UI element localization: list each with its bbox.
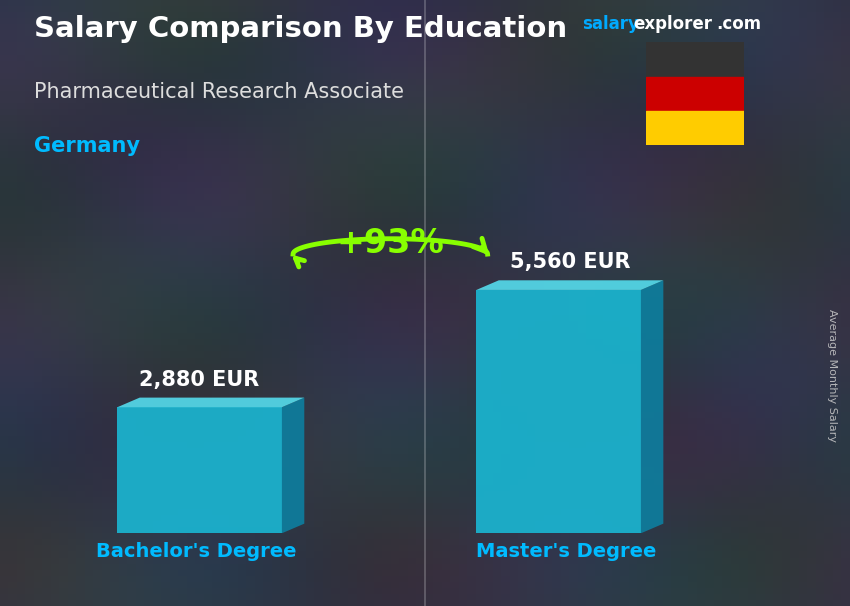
Text: .com: .com: [717, 15, 762, 33]
Text: explorer: explorer: [633, 15, 712, 33]
Polygon shape: [476, 290, 641, 533]
Text: Salary Comparison By Education: Salary Comparison By Education: [34, 15, 567, 43]
Text: +93%: +93%: [337, 227, 445, 259]
Text: salary: salary: [582, 15, 639, 33]
Text: 5,560 EUR: 5,560 EUR: [510, 253, 630, 273]
Bar: [646, 111, 744, 145]
Polygon shape: [282, 398, 304, 533]
Text: Average Monthly Salary: Average Monthly Salary: [827, 309, 837, 442]
Text: Bachelor's Degree: Bachelor's Degree: [95, 542, 296, 561]
Text: Pharmaceutical Research Associate: Pharmaceutical Research Associate: [34, 82, 404, 102]
Polygon shape: [641, 281, 663, 533]
Text: Master's Degree: Master's Degree: [476, 542, 656, 561]
Polygon shape: [117, 407, 282, 533]
Bar: [646, 42, 744, 77]
Polygon shape: [117, 398, 304, 407]
Text: 2,880 EUR: 2,880 EUR: [139, 370, 260, 390]
Bar: [646, 77, 744, 111]
Polygon shape: [476, 281, 663, 290]
Text: Germany: Germany: [34, 136, 140, 156]
